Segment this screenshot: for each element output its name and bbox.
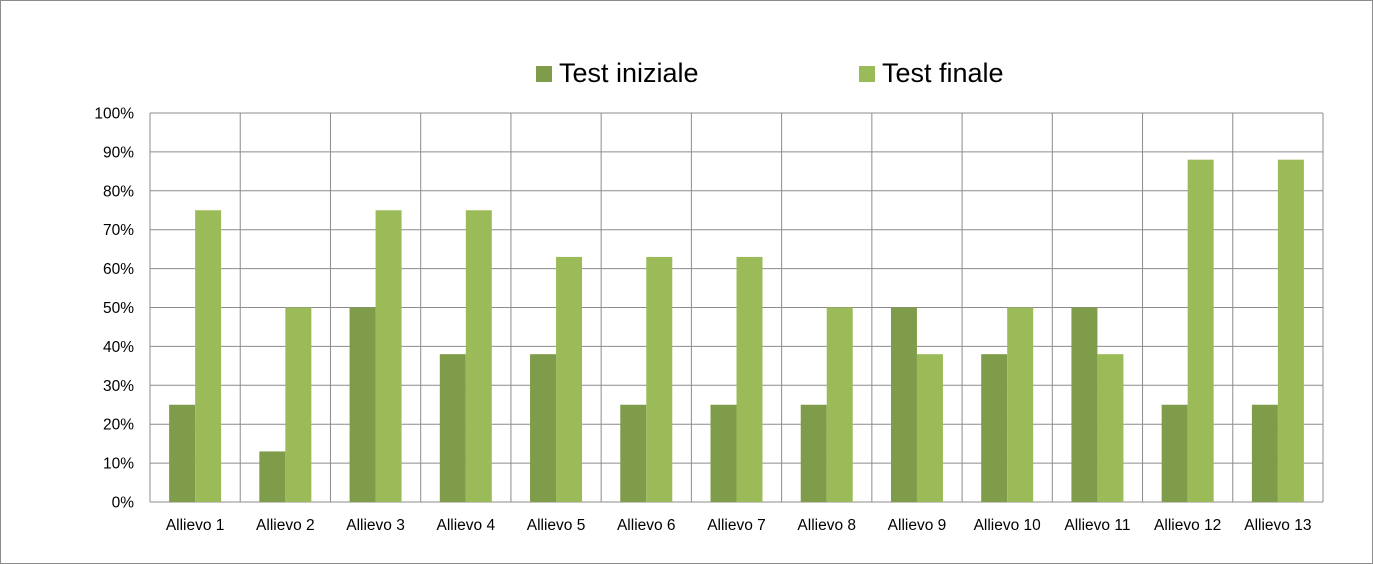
- x-tick-label: Allievo 10: [974, 517, 1042, 534]
- y-tick-label: 40%: [103, 339, 134, 356]
- bar-test-iniziale: [890, 307, 917, 502]
- x-tick-label: Allievo 6: [617, 517, 676, 534]
- bar-test-iniziale: [169, 404, 196, 502]
- bar-test-finale: [1097, 354, 1124, 502]
- bar-test-iniziale: [800, 404, 827, 502]
- legend-item-test-iniziale: Test iniziale: [536, 58, 699, 89]
- bar-test-iniziale: [349, 307, 376, 502]
- bar-test-finale: [556, 256, 583, 502]
- bar-test-finale: [1277, 159, 1304, 502]
- y-tick-label: 0%: [112, 495, 135, 512]
- legend-swatch-test-iniziale: [536, 65, 552, 82]
- legend-label-test-finale: Test finale: [882, 58, 1004, 88]
- bar-test-iniziale: [1161, 404, 1188, 502]
- bar-test-finale: [1187, 159, 1214, 502]
- legend-swatch-test-finale: [859, 65, 875, 82]
- bar-test-finale: [736, 256, 763, 502]
- y-tick-label: 10%: [103, 456, 134, 473]
- y-tick-label: 20%: [103, 417, 134, 434]
- x-tick-label: Allievo 2: [256, 517, 315, 534]
- bar-test-iniziale: [620, 404, 647, 502]
- y-tick-label: 70%: [103, 222, 134, 239]
- bar-test-finale: [1007, 307, 1034, 502]
- y-tick-label: 50%: [103, 300, 134, 317]
- bar-test-iniziale: [710, 404, 737, 502]
- x-tick-label: Allievo 9: [888, 517, 947, 534]
- bar-test-iniziale: [530, 354, 557, 502]
- bar-test-finale: [916, 354, 943, 502]
- bar-test-iniziale: [439, 354, 466, 502]
- bar-test-finale: [646, 256, 673, 502]
- x-tick-label: Allievo 1: [166, 517, 225, 534]
- bar-test-finale: [375, 210, 402, 502]
- x-tick-label: Allievo 13: [1244, 517, 1311, 534]
- legend-label-test-iniziale: Test iniziale: [559, 58, 699, 88]
- bar-test-iniziale: [981, 354, 1008, 502]
- y-tick-label: 60%: [103, 261, 134, 278]
- bar-test-finale: [465, 210, 492, 502]
- x-tick-label: Allievo 11: [1064, 517, 1130, 534]
- y-tick-label: 30%: [103, 378, 134, 395]
- x-tick-label: Allievo 4: [437, 517, 496, 534]
- x-tick-label: Allievo 5: [527, 517, 586, 534]
- y-tick-label: 90%: [103, 144, 134, 161]
- x-tick-label: Allievo 8: [797, 517, 856, 534]
- y-tick-label: 80%: [103, 183, 134, 200]
- bar-test-iniziale: [1071, 307, 1098, 502]
- bar-test-iniziale: [259, 451, 286, 502]
- x-tick-label: Allievo 3: [346, 517, 405, 534]
- x-tick-label: Allievo 7: [707, 517, 766, 534]
- legend-item-test-finale: Test finale: [859, 58, 1004, 89]
- y-tick-label: 100%: [94, 106, 134, 123]
- bar-test-finale: [826, 307, 853, 502]
- bar-test-finale: [195, 210, 222, 502]
- x-tick-label: Allievo 12: [1154, 517, 1221, 534]
- bar-test-iniziale: [1251, 404, 1278, 502]
- bar-test-finale: [285, 307, 312, 502]
